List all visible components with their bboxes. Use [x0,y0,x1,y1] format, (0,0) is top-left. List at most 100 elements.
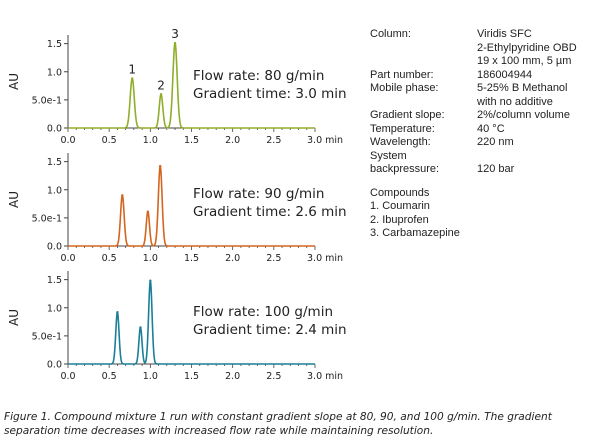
condition-row: Mobile phase: 5-25% B Methanol with no add… [370,82,595,109]
y-tick-label: 5.0e-1 [32,331,62,342]
x-tick-label: 2.0 [225,371,240,382]
compound-item: 1. Coumarin [370,200,430,212]
chromatogram-trace [67,42,316,129]
condition-row: Column: Viridis SFC 2-Ethylpyridine OBD 19 … [370,28,595,69]
condition-value-line: 40 °C [477,122,505,135]
x-tick-label: 1.5 [184,135,199,146]
run-annotation: Flow rate: 90 g/min [193,186,324,202]
y-tick-label: 1.5 [47,39,62,50]
condition-value-line: 5-25% B Methanol [477,82,568,94]
y-tick-label: 0.0 [47,124,62,135]
y-tick-label: 0.0 [47,242,62,253]
x-tick-label: 2.5 [266,135,281,146]
condition-value: 5-25% B Methanol with no additive [477,82,595,109]
condition-row: Temperature: 40 °C [370,123,595,137]
x-tick-label: 2.0 [225,253,240,264]
condition-label: Gradient slope: [370,109,445,121]
peak-apex [149,279,152,282]
peak-apex [116,311,119,314]
y-axis-label: AU [7,73,21,90]
condition-label: Part number: [370,68,434,81]
x-tick-label: 0.0 [60,253,75,264]
y-tick-label: 5.0e-1 [32,213,62,224]
condition-value: Viridis SFC 2-Ethylpyridine OBD 19 x 100 m… [477,28,595,69]
peak-apex [159,93,163,96]
condition-row: Wavelength: 220 nm [370,136,595,150]
peak-label: 1 [128,63,136,77]
peak-label: 3 [171,27,179,41]
conditions-list: Column: Viridis SFC 2-Ethylpyridine OBD 19 … [370,28,595,177]
condition-row: Part number: 186004944 [370,69,595,83]
x-tick-label: 3.0 min [307,371,343,382]
condition-value-line: Viridis SFC [477,28,532,40]
y-tick-label: 5.0e-1 [32,95,62,106]
compounds-list: Compounds 1. Coumarin 2. Ibuprofen 3. Ca… [370,187,595,241]
compounds-title: Compounds [370,186,430,199]
chromatogram-panel: AU 0.0 5.0e-1 1.0 1.5 0.0 0.5 1.0 1.5 2.0 2.5 3.0 m… [7,27,347,146]
x-tick-label: 1.5 [184,253,199,264]
chromatogram-trace [67,280,316,365]
chromatogram-panel: AU 0.0 5.0e-1 1.0 1.5 0.0 0.5 1.0 1.5 2.0 2.5 3.0 m… [7,271,347,382]
condition-value-line: 2-Ethylpyridine OBD [477,41,577,54]
peak-apex [121,194,124,197]
peak-apex [146,210,150,213]
condition-value: 2%/column volume [477,109,595,123]
y-tick-label: 1.0 [47,67,62,78]
y-axis-label: AU [7,191,21,208]
condition-value-line: with no additive [477,95,553,108]
compound-item: 3. Carbamazepine [370,227,460,239]
x-tick-label: 3.0 min [307,135,343,146]
y-tick-label: 1.0 [47,185,62,196]
peak-apex [173,41,177,45]
run-annotation: Flow rate: 100 g/min [193,304,333,320]
condition-label: Temperature: [370,122,435,135]
condition-value-line: 186004944 [477,68,533,81]
x-tick-label: 1.0 [143,253,158,264]
peak-label: 2 [157,78,165,92]
run-annotation: Gradient time: 3.0 min [193,86,347,102]
peak-apex [139,326,142,329]
condition-value-line: 19 x 100 mm, 5 µm [477,55,572,67]
peak-apex [131,77,134,80]
run-annotation: Gradient time: 2.4 min [193,322,347,338]
chromatogram-panel: AU 0.0 5.0e-1 1.0 1.5 0.0 0.5 1.0 1.5 2.0 2.5 3.0 m… [7,153,347,264]
method-conditions: Column: Viridis SFC 2-Ethylpyridine OBD 19 … [370,28,595,241]
peak-apex [159,164,162,168]
chromatogram-trace [67,165,316,247]
x-tick-label: 0.5 [102,253,117,264]
y-tick-label: 0.0 [47,360,62,371]
y-axis-label: AU [7,309,21,326]
condition-row: Gradient slope: 2%/column volume [370,109,595,123]
x-tick-label: 1.0 [143,135,158,146]
x-tick-label: 1.5 [184,371,199,382]
condition-value: 220 nm [477,136,595,150]
condition-label: System backpressure: [370,149,440,176]
run-annotation: Flow rate: 80 g/min [193,68,324,84]
y-tick-label: 1.5 [47,275,62,286]
x-tick-label: 2.0 [225,135,240,146]
condition-value-line: 220 nm [477,136,514,148]
condition-value-line: 2%/column volume [477,109,570,121]
figure-caption: Figure 1. Compound mixture 1 run with co… [2,406,598,446]
x-tick-label: 0.5 [102,135,117,146]
y-tick-label: 1.5 [47,157,62,168]
x-tick-label: 0.5 [102,371,117,382]
condition-label: Wavelength: [370,136,431,148]
x-tick-label: 2.5 [266,253,281,264]
condition-row: System backpressure: 120 bar [370,150,595,177]
figure-panel: AU 0.0 5.0e-1 1.0 1.5 0.0 0.5 1.0 1.5 2.0 2.5 3.0 m… [7,27,595,382]
condition-label: Column: [370,28,411,40]
run-annotation: Gradient time: 2.6 min [193,204,347,220]
condition-value-line: 120 bar [477,163,515,175]
x-tick-label: 3.0 min [307,253,343,264]
x-tick-label: 0.0 [60,135,75,146]
x-tick-label: 1.0 [143,371,158,382]
compound-item: 2. Ibuprofen [370,213,429,226]
x-tick-label: 0.0 [60,371,75,382]
condition-value: 40 °C [477,123,595,137]
condition-value: 120 bar [477,150,595,177]
condition-label: Mobile phase: [370,82,439,94]
chromatogram-stack: AU 0.0 5.0e-1 1.0 1.5 0.0 0.5 1.0 1.5 2.0 2.5 3.0 m… [7,27,347,382]
x-tick-label: 2.5 [266,371,281,382]
condition-value: 186004944 [477,69,595,83]
